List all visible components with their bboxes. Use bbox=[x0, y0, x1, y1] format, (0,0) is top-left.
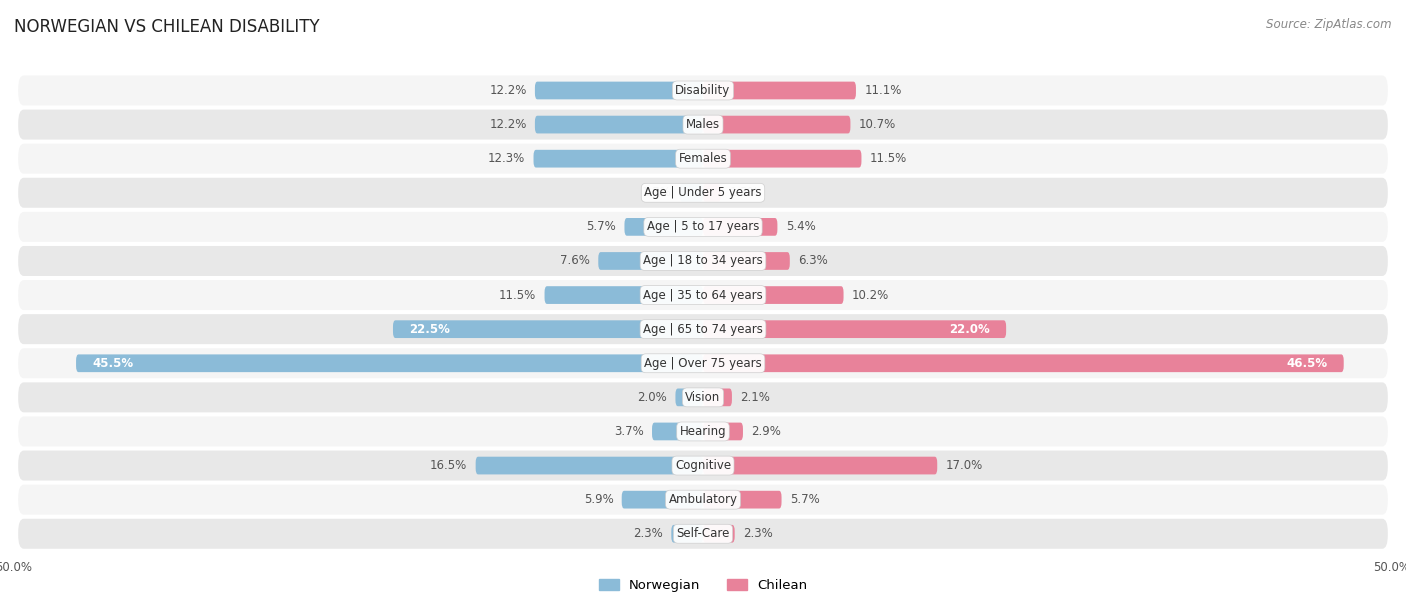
Text: Age | Over 75 years: Age | Over 75 years bbox=[644, 357, 762, 370]
FancyBboxPatch shape bbox=[624, 218, 703, 236]
FancyBboxPatch shape bbox=[76, 354, 703, 372]
FancyBboxPatch shape bbox=[703, 320, 1007, 338]
Text: 10.2%: 10.2% bbox=[852, 289, 889, 302]
FancyBboxPatch shape bbox=[534, 81, 703, 99]
Text: 12.3%: 12.3% bbox=[488, 152, 526, 165]
Text: Disability: Disability bbox=[675, 84, 731, 97]
FancyBboxPatch shape bbox=[621, 491, 703, 509]
FancyBboxPatch shape bbox=[18, 314, 1388, 344]
FancyBboxPatch shape bbox=[534, 116, 703, 133]
FancyBboxPatch shape bbox=[703, 491, 782, 509]
FancyBboxPatch shape bbox=[703, 150, 862, 168]
FancyBboxPatch shape bbox=[703, 81, 856, 99]
FancyBboxPatch shape bbox=[703, 252, 790, 270]
FancyBboxPatch shape bbox=[652, 423, 703, 440]
Text: 22.5%: 22.5% bbox=[409, 323, 450, 335]
Text: 17.0%: 17.0% bbox=[945, 459, 983, 472]
Text: 11.5%: 11.5% bbox=[499, 289, 536, 302]
Text: 3.7%: 3.7% bbox=[614, 425, 644, 438]
Text: 10.7%: 10.7% bbox=[859, 118, 896, 131]
Text: 11.5%: 11.5% bbox=[870, 152, 907, 165]
FancyBboxPatch shape bbox=[703, 218, 778, 236]
Text: Females: Females bbox=[679, 152, 727, 165]
Text: 6.3%: 6.3% bbox=[799, 255, 828, 267]
Text: 7.6%: 7.6% bbox=[560, 255, 591, 267]
Text: Hearing: Hearing bbox=[679, 425, 727, 438]
Text: 2.3%: 2.3% bbox=[633, 528, 664, 540]
FancyBboxPatch shape bbox=[18, 519, 1388, 549]
FancyBboxPatch shape bbox=[18, 177, 1388, 208]
Text: 2.1%: 2.1% bbox=[740, 391, 770, 404]
FancyBboxPatch shape bbox=[703, 423, 742, 440]
FancyBboxPatch shape bbox=[703, 354, 1344, 372]
FancyBboxPatch shape bbox=[703, 286, 844, 304]
FancyBboxPatch shape bbox=[18, 246, 1388, 276]
Text: Males: Males bbox=[686, 118, 720, 131]
Text: 11.1%: 11.1% bbox=[865, 84, 901, 97]
Text: Vision: Vision bbox=[685, 391, 721, 404]
FancyBboxPatch shape bbox=[18, 382, 1388, 412]
Text: Age | 18 to 34 years: Age | 18 to 34 years bbox=[643, 255, 763, 267]
FancyBboxPatch shape bbox=[679, 184, 703, 201]
FancyBboxPatch shape bbox=[533, 150, 703, 168]
Text: Age | Under 5 years: Age | Under 5 years bbox=[644, 186, 762, 200]
Text: 1.7%: 1.7% bbox=[641, 186, 671, 200]
Text: Self-Care: Self-Care bbox=[676, 528, 730, 540]
Text: Cognitive: Cognitive bbox=[675, 459, 731, 472]
FancyBboxPatch shape bbox=[18, 75, 1388, 105]
FancyBboxPatch shape bbox=[599, 252, 703, 270]
Text: 12.2%: 12.2% bbox=[489, 84, 527, 97]
Text: 46.5%: 46.5% bbox=[1286, 357, 1327, 370]
FancyBboxPatch shape bbox=[544, 286, 703, 304]
Text: 12.2%: 12.2% bbox=[489, 118, 527, 131]
Text: 45.5%: 45.5% bbox=[93, 357, 134, 370]
FancyBboxPatch shape bbox=[703, 184, 721, 201]
FancyBboxPatch shape bbox=[703, 525, 735, 543]
Text: 5.7%: 5.7% bbox=[586, 220, 616, 233]
Text: Source: ZipAtlas.com: Source: ZipAtlas.com bbox=[1267, 18, 1392, 31]
FancyBboxPatch shape bbox=[18, 144, 1388, 174]
FancyBboxPatch shape bbox=[18, 416, 1388, 447]
Text: 5.4%: 5.4% bbox=[786, 220, 815, 233]
Text: NORWEGIAN VS CHILEAN DISABILITY: NORWEGIAN VS CHILEAN DISABILITY bbox=[14, 18, 319, 36]
Text: Age | 5 to 17 years: Age | 5 to 17 years bbox=[647, 220, 759, 233]
FancyBboxPatch shape bbox=[703, 457, 938, 474]
Text: Age | 35 to 64 years: Age | 35 to 64 years bbox=[643, 289, 763, 302]
Text: 2.0%: 2.0% bbox=[637, 391, 668, 404]
Text: 2.3%: 2.3% bbox=[742, 528, 773, 540]
Text: Ambulatory: Ambulatory bbox=[668, 493, 738, 506]
FancyBboxPatch shape bbox=[18, 485, 1388, 515]
Text: 5.7%: 5.7% bbox=[790, 493, 820, 506]
FancyBboxPatch shape bbox=[18, 280, 1388, 310]
FancyBboxPatch shape bbox=[18, 348, 1388, 378]
Text: 2.9%: 2.9% bbox=[751, 425, 782, 438]
Text: 16.5%: 16.5% bbox=[430, 459, 467, 472]
FancyBboxPatch shape bbox=[703, 116, 851, 133]
FancyBboxPatch shape bbox=[18, 110, 1388, 140]
Text: 5.9%: 5.9% bbox=[583, 493, 613, 506]
FancyBboxPatch shape bbox=[18, 212, 1388, 242]
Text: 1.3%: 1.3% bbox=[730, 186, 759, 200]
Text: 22.0%: 22.0% bbox=[949, 323, 990, 335]
FancyBboxPatch shape bbox=[703, 389, 733, 406]
Legend: Norwegian, Chilean: Norwegian, Chilean bbox=[599, 579, 807, 592]
FancyBboxPatch shape bbox=[18, 450, 1388, 480]
FancyBboxPatch shape bbox=[475, 457, 703, 474]
FancyBboxPatch shape bbox=[392, 320, 703, 338]
FancyBboxPatch shape bbox=[675, 389, 703, 406]
FancyBboxPatch shape bbox=[671, 525, 703, 543]
Text: Age | 65 to 74 years: Age | 65 to 74 years bbox=[643, 323, 763, 335]
